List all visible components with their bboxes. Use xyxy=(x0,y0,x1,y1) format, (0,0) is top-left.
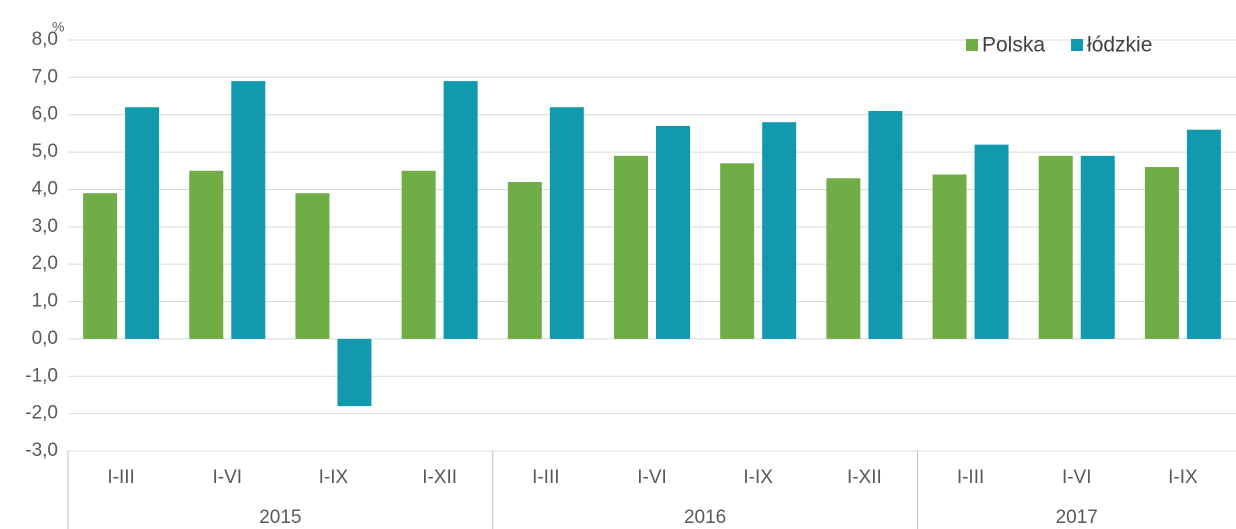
bar xyxy=(83,193,118,339)
x-tick-label: I-IX xyxy=(1168,467,1198,488)
bar xyxy=(1144,167,1179,339)
bar xyxy=(720,163,755,339)
bar xyxy=(656,125,690,339)
group-label: 2016 xyxy=(684,507,726,528)
group-label: 2017 xyxy=(1056,507,1098,528)
bar xyxy=(549,107,584,339)
bar xyxy=(231,81,266,339)
y-tick-label: 3,0 xyxy=(32,216,58,237)
y-tick-label: 0,0 xyxy=(32,328,58,349)
bar xyxy=(974,144,1009,339)
legend-label: łódzkie xyxy=(1087,34,1152,57)
y-tick-label: 1,0 xyxy=(32,291,58,312)
bar xyxy=(507,181,542,339)
legend-swatch xyxy=(966,39,978,51)
x-tick-label: I-XII xyxy=(847,467,882,488)
legend-label: Polska xyxy=(982,34,1045,57)
x-tick-label: I-IX xyxy=(743,467,773,488)
bar xyxy=(401,170,436,339)
x-tick-label: I-III xyxy=(532,467,559,488)
bar xyxy=(826,178,861,339)
x-tick-label: I-VI xyxy=(1062,467,1092,488)
y-tick-label: -2,0 xyxy=(25,403,58,424)
y-unit: % xyxy=(52,19,64,35)
y-tick-label: 6,0 xyxy=(32,104,58,125)
x-tick-label: I-VI xyxy=(212,467,242,488)
bar xyxy=(125,107,160,339)
y-tick-label: -1,0 xyxy=(25,365,58,386)
bar xyxy=(868,110,903,339)
x-tick-label: I-XII xyxy=(422,467,457,488)
bar xyxy=(337,338,372,407)
bar xyxy=(1186,129,1221,339)
bar xyxy=(295,193,330,339)
x-tick-label: I-VI xyxy=(637,467,667,488)
bar xyxy=(189,170,224,339)
x-tick-label: I-IX xyxy=(319,467,349,488)
group-label: 2015 xyxy=(259,507,301,528)
y-tick-label: 5,0 xyxy=(32,141,58,162)
legend-swatch xyxy=(1071,39,1084,51)
bar xyxy=(932,174,967,339)
y-tick-label: 7,0 xyxy=(32,66,58,87)
x-tick-label: I-III xyxy=(957,467,984,488)
bar xyxy=(1080,155,1115,339)
y-tick-label: 4,0 xyxy=(32,178,58,199)
y-tick-label: -3,0 xyxy=(25,440,58,461)
x-tick-label: I-III xyxy=(107,467,134,488)
bar xyxy=(614,155,648,339)
bar xyxy=(762,122,797,339)
bar xyxy=(1038,155,1073,339)
y-tick-label: 8,0 xyxy=(32,29,58,50)
bar xyxy=(443,81,478,339)
y-tick-label: 2,0 xyxy=(32,253,58,274)
